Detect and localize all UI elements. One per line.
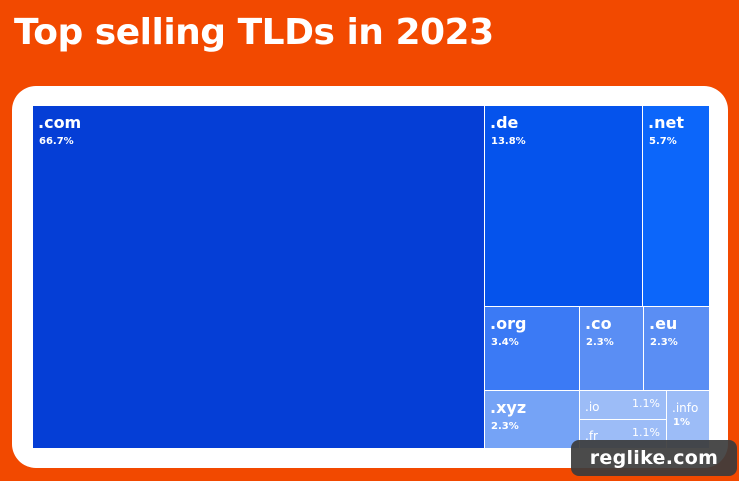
tile-label: .eu — [649, 314, 678, 333]
tile-label: .xyz — [490, 398, 527, 417]
tile-value: 66.7% — [39, 136, 74, 147]
tile-label: .net — [648, 113, 684, 132]
tile-label: .de — [490, 113, 519, 132]
page-title: Top selling TLDs in 2023 — [14, 12, 494, 53]
tile-value: 5.7% — [649, 136, 677, 147]
treemap-tile-com: .com 66.7% — [33, 106, 485, 449]
tile-value: 1.1% — [632, 397, 660, 410]
treemap-tile-io: .io 1.1% — [580, 391, 667, 420]
treemap-tile-co: .co 2.3% — [580, 307, 644, 391]
treemap-tile-xyz: .xyz 2.3% — [485, 391, 580, 449]
tile-label: .com — [38, 113, 82, 132]
watermark-logo: reglike.com — [571, 440, 737, 476]
tile-label: .org — [490, 314, 527, 333]
tile-value: 2.3% — [491, 421, 519, 432]
tile-value: 2.3% — [650, 337, 678, 348]
treemap-tile-de: .de 13.8% — [485, 106, 643, 307]
treemap-tile-net: .net 5.7% — [643, 106, 710, 307]
tile-value: 1.1% — [632, 426, 660, 439]
tile-value: 2.3% — [586, 337, 614, 348]
treemap-tile-org: .org 3.4% — [485, 307, 580, 391]
treemap-chart: .com 66.7% .de 13.8% .net 5.7% .org 3.4% .co 2.3%… — [33, 106, 710, 449]
tile-label: .fr — [585, 429, 598, 443]
tile-value: 1% — [673, 417, 690, 428]
tile-label: .io — [585, 400, 600, 414]
tile-value: 13.8% — [491, 136, 526, 147]
treemap-tile-eu: .eu 2.3% — [644, 307, 710, 391]
tile-label: .info — [672, 401, 699, 415]
tile-value: 3.4% — [491, 337, 519, 348]
tile-label: .co — [585, 314, 612, 333]
